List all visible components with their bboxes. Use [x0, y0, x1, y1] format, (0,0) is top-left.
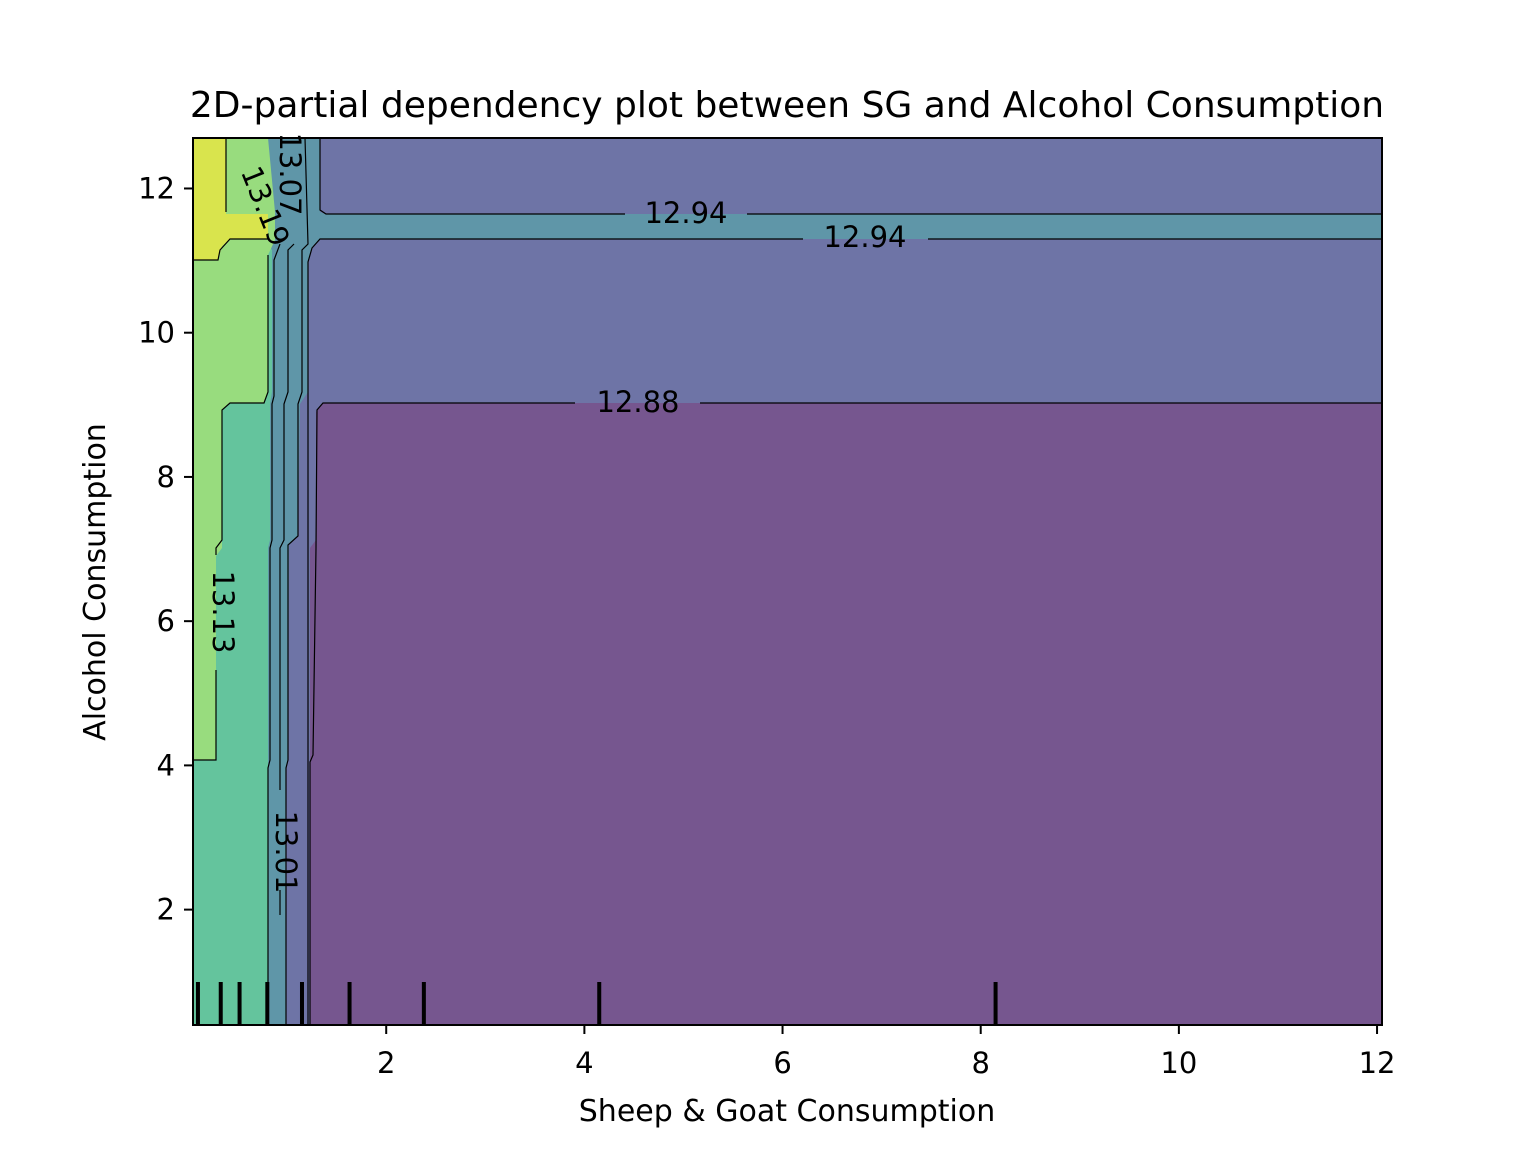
x-tick-label: 4 — [575, 1046, 593, 1080]
contour-line-13-01-inner — [279, 243, 295, 915]
rug-marks — [195, 982, 998, 1025]
y-tick-label: 10 — [138, 316, 175, 350]
x-tick-label: 6 — [773, 1046, 791, 1080]
y-tick-label: 2 — [157, 893, 175, 927]
contour-lines — [193, 137, 1382, 1025]
contour-line-12-88 — [309, 402, 1382, 1025]
region-12-94-to-13-01 — [300, 214, 1382, 250]
region-above-13-19 — [193, 138, 268, 260]
contour-line-13-13 — [193, 255, 269, 761]
x-tick-label: 10 — [1160, 1046, 1197, 1080]
region-13-01-to-13-07 — [268, 138, 325, 1025]
contour-label-12-94-lower: 12.94 — [823, 220, 906, 254]
contour-label-12-88: 12.88 — [596, 385, 679, 419]
x-axis-label: Sheep & Goat Consumption — [579, 1094, 995, 1129]
x-axis-ticks: 2 4 6 8 10 12 — [377, 1025, 1396, 1080]
contour-label-13-01: 13.01 — [269, 810, 303, 893]
contour-line-13-01 — [285, 137, 309, 1025]
y-axis-ticks: 2 4 6 8 10 12 — [138, 171, 193, 927]
contour-label-13-07: 13.07 — [273, 132, 307, 215]
region-13-13-to-13-19 — [193, 138, 275, 760]
plot-frame — [192, 137, 1383, 1026]
contour-line-13-19 — [193, 138, 268, 261]
y-tick-label: 4 — [157, 748, 175, 782]
contour-line-12-94-lower — [307, 238, 1382, 1025]
contour-label-12-94-upper: 12.94 — [644, 196, 727, 230]
x-tick-label: 8 — [971, 1046, 989, 1080]
contour-labels: 12.94 12.94 12.88 13.13 13.01 13.19 13.0… — [206, 132, 907, 893]
x-tick-label: 12 — [1359, 1046, 1396, 1080]
contour-label-13-13: 13.13 — [206, 570, 240, 653]
x-tick-label: 2 — [377, 1046, 395, 1080]
chart-title: 2D-partial dependency plot between SG an… — [190, 85, 1384, 126]
y-axis-label: Alcohol Consumption — [78, 423, 113, 741]
y-tick-label: 8 — [157, 460, 175, 494]
contour-line-13-07 — [267, 243, 281, 1025]
contour-line-12-94-upper — [319, 138, 1382, 215]
plot-area: 12.94 12.94 12.88 13.13 13.01 13.19 13.0… — [192, 132, 1383, 1026]
y-tick-label: 6 — [157, 604, 175, 638]
y-tick-label: 12 — [138, 171, 175, 205]
region-12-88-to-12-94 — [280, 138, 1382, 1025]
